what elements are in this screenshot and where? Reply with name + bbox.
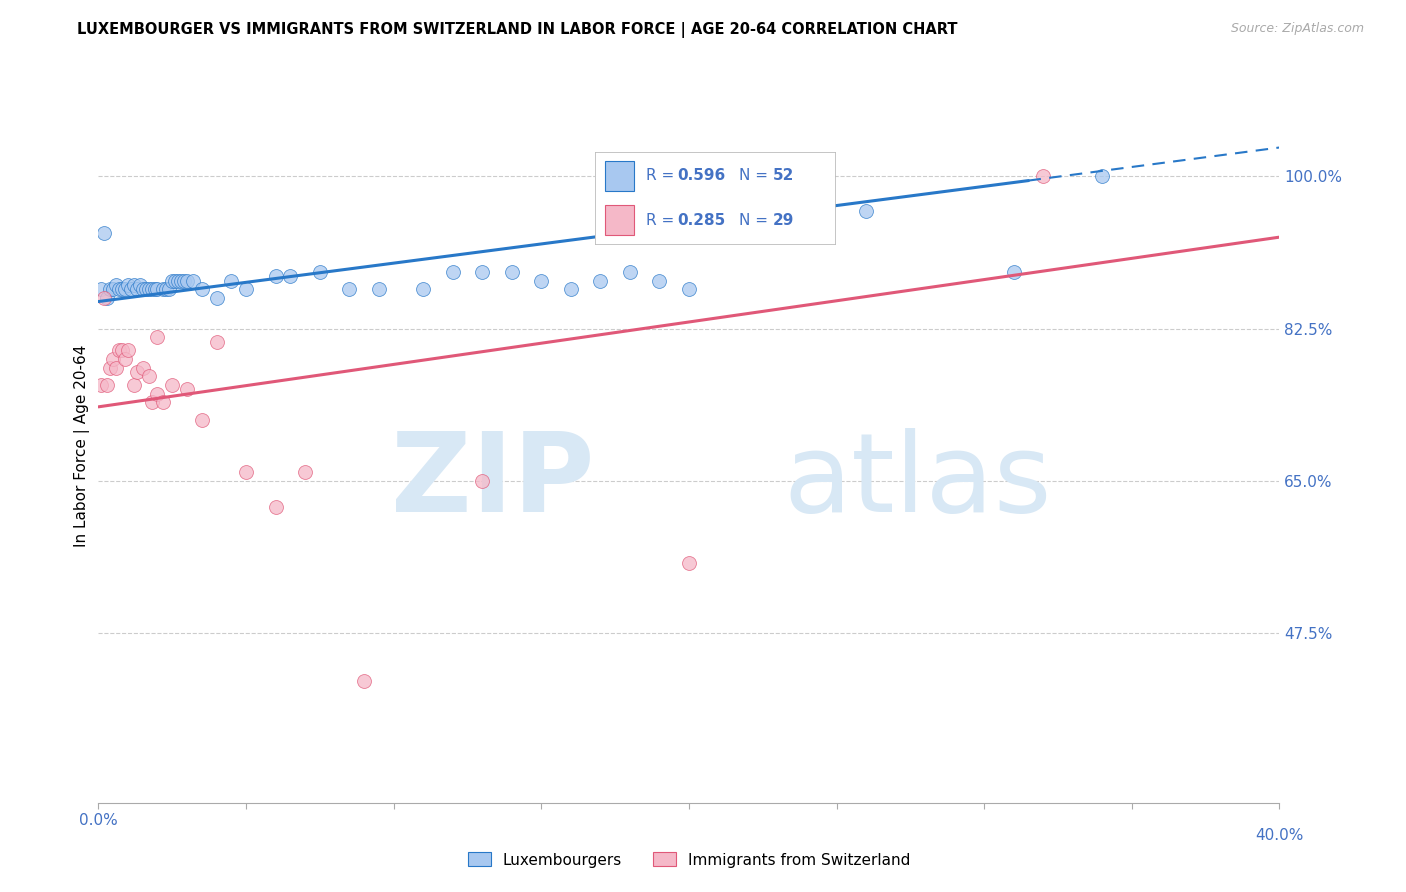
Point <box>146 386 169 401</box>
Point <box>146 282 169 296</box>
Text: N =: N = <box>740 169 773 183</box>
Point <box>235 465 257 479</box>
Point <box>122 378 145 392</box>
Point <box>589 274 612 288</box>
Text: 0.596: 0.596 <box>676 169 725 183</box>
Point <box>90 282 112 296</box>
Point <box>135 282 157 296</box>
Point <box>157 282 180 296</box>
Y-axis label: In Labor Force | Age 20-64: In Labor Force | Age 20-64 <box>75 345 90 547</box>
Point <box>170 274 193 288</box>
Text: LUXEMBOURGER VS IMMIGRANTS FROM SWITZERLAND IN LABOR FORCE | AGE 20-64 CORRELATI: LUXEMBOURGER VS IMMIGRANTS FROM SWITZERL… <box>77 22 957 38</box>
Point <box>855 204 877 219</box>
Point <box>165 274 187 288</box>
Text: 52: 52 <box>773 169 794 183</box>
Point <box>96 291 118 305</box>
Point <box>176 383 198 397</box>
FancyBboxPatch shape <box>605 161 634 191</box>
Point <box>146 330 169 344</box>
Point <box>132 282 155 296</box>
Point <box>560 282 582 296</box>
Text: 29: 29 <box>773 213 794 227</box>
Point <box>138 282 160 296</box>
Point <box>132 360 155 375</box>
Point <box>162 378 183 392</box>
Point <box>412 282 434 296</box>
Point <box>103 351 125 366</box>
Point <box>98 282 121 296</box>
Point <box>280 269 302 284</box>
Point <box>162 274 183 288</box>
Point <box>117 278 139 293</box>
Point <box>114 282 136 296</box>
Point <box>678 557 700 571</box>
Point <box>138 369 160 384</box>
Point <box>191 282 214 296</box>
Point <box>93 226 115 240</box>
Point <box>619 265 641 279</box>
Point <box>155 282 177 296</box>
Point <box>103 282 125 296</box>
Point <box>96 378 118 392</box>
Point <box>1091 169 1114 184</box>
Point <box>122 278 145 293</box>
Point <box>141 282 163 296</box>
Point <box>471 474 494 488</box>
Point <box>143 282 166 296</box>
Point <box>90 378 112 392</box>
Point <box>120 282 142 296</box>
Text: atlas: atlas <box>783 428 1052 535</box>
Point <box>176 274 198 288</box>
Point <box>93 291 115 305</box>
Point <box>235 282 257 296</box>
Point <box>294 465 316 479</box>
Point <box>125 282 148 296</box>
Point <box>152 282 174 296</box>
Point <box>205 334 228 349</box>
Point <box>111 282 134 296</box>
Point <box>181 274 204 288</box>
Point <box>309 265 332 279</box>
Point <box>353 673 375 688</box>
Point <box>501 265 523 279</box>
Point <box>441 265 464 279</box>
Point <box>1002 265 1025 279</box>
Point <box>167 274 190 288</box>
Point <box>530 274 553 288</box>
Point <box>152 395 174 409</box>
Point <box>678 282 700 296</box>
Point <box>108 343 131 358</box>
Point <box>648 274 671 288</box>
Point <box>98 360 121 375</box>
Point <box>108 282 131 296</box>
Point <box>264 269 287 284</box>
Point <box>191 413 214 427</box>
Point <box>125 365 148 379</box>
Text: R =: R = <box>645 213 679 227</box>
Legend: Luxembourgers, Immigrants from Switzerland: Luxembourgers, Immigrants from Switzerla… <box>461 847 917 873</box>
Point <box>1032 169 1054 184</box>
Point <box>114 351 136 366</box>
Text: 40.0%: 40.0% <box>1256 828 1303 843</box>
Point <box>173 274 195 288</box>
Point <box>105 278 128 293</box>
Text: ZIP: ZIP <box>391 428 595 535</box>
Text: 0.285: 0.285 <box>676 213 725 227</box>
Point <box>368 282 391 296</box>
Text: R =: R = <box>645 169 679 183</box>
Text: N =: N = <box>740 213 773 227</box>
Point <box>339 282 361 296</box>
Point <box>205 291 228 305</box>
Point <box>111 343 134 358</box>
Point <box>471 265 494 279</box>
Point <box>221 274 243 288</box>
Point <box>105 360 128 375</box>
Point <box>117 343 139 358</box>
Text: Source: ZipAtlas.com: Source: ZipAtlas.com <box>1230 22 1364 36</box>
Point <box>128 278 150 293</box>
Point <box>264 500 287 514</box>
Point <box>141 395 163 409</box>
FancyBboxPatch shape <box>605 205 634 235</box>
